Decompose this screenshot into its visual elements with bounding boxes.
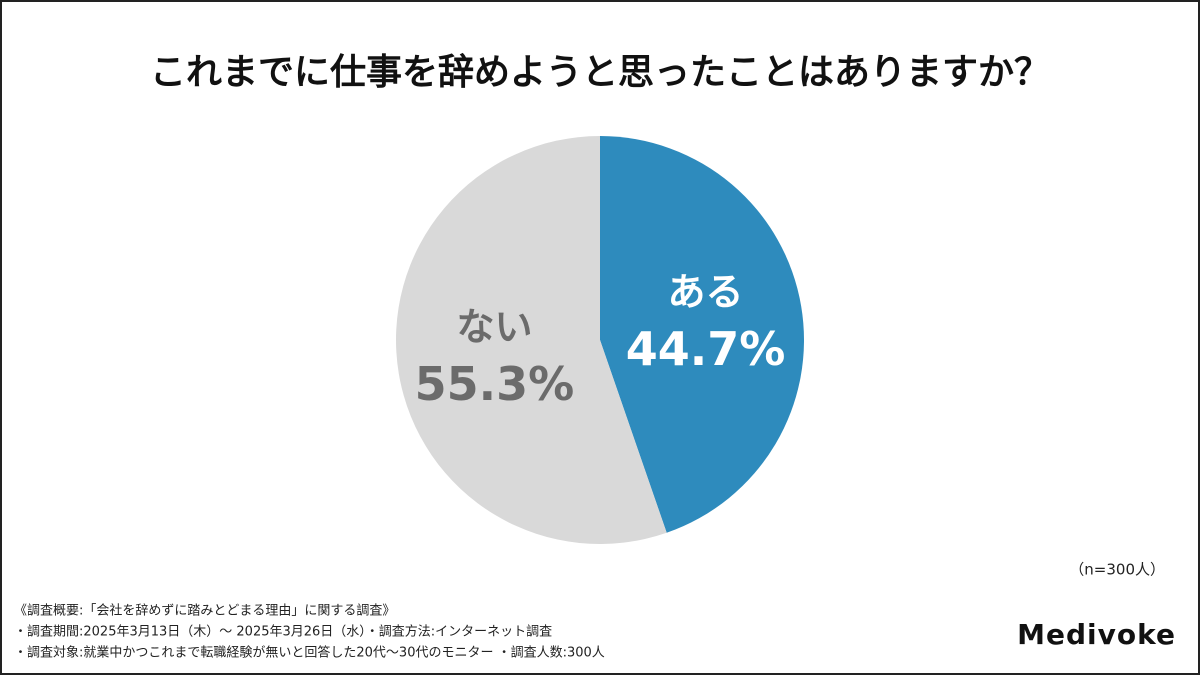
pie-slice [395, 136, 667, 544]
footnote: ・調査対象:就業中かつこれまで転職経験が無いと回答した20代～30代のモニター … [14, 645, 605, 661]
value-label: 44.7% [626, 322, 786, 376]
sample-note: （n=300人） [1069, 561, 1165, 579]
pie-slice [600, 136, 804, 533]
footnote: 《調査概要:「会社を辞めずに踏みとどまる理由」に関する調査》 [14, 603, 395, 619]
slice-label: ない [456, 305, 532, 349]
chart-title: これまでに仕事を辞めようと思ったことはありますか？ [150, 52, 1050, 93]
brand: Medivoke [1017, 618, 1176, 651]
slice-label: ある [668, 270, 744, 314]
footnote: ・調査期間:2025年3月13日（木）～ 2025年3月26日（水）・調査方法:… [14, 624, 552, 640]
value-label: 55.3% [415, 357, 575, 411]
